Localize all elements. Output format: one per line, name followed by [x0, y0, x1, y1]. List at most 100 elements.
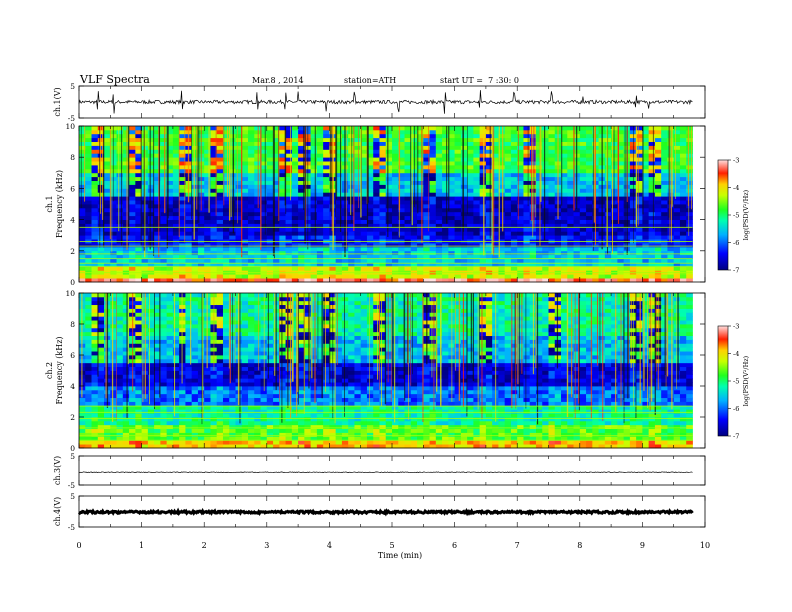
ch1-spectrogram-cell: [79, 235, 86, 240]
ch1-spectrogram-cell: [285, 254, 293, 259]
ch1-spectrogram-cell: [636, 262, 643, 267]
ch1-spectrogram-cell: [492, 149, 499, 154]
ch2-spectrogram-cell: [172, 393, 180, 399]
ch1-spectrogram-cell: [567, 196, 574, 201]
ch1-spectrogram-cell: [667, 235, 675, 240]
ch1-spectrogram-cell: [204, 278, 211, 283]
ch1-spectrogram-cell: [298, 126, 305, 131]
ch1-spectrogram-cell: [185, 254, 193, 259]
ch1-spectrogram-cell: [492, 246, 499, 252]
ch1-spectrogram-cell: [392, 227, 399, 232]
ch1-spectrogram-cell: [460, 223, 468, 228]
ch1-spectrogram-cell: [385, 126, 393, 131]
ch1-spectrogram-cell: [254, 227, 261, 232]
ch2-spectrogram-cell: [197, 444, 205, 449]
ch1-spectrogram-cell: [216, 184, 224, 189]
ch1-spectrogram-cell: [216, 168, 224, 174]
ch2-spectrogram-cell: [197, 409, 205, 414]
ch1-spectrogram-cell: [435, 246, 443, 252]
ch1-spectrogram-cell: [79, 196, 86, 201]
ch1-spectrogram-cell: [454, 133, 462, 139]
ch1-spectrogram-cell: [135, 278, 142, 283]
ch1-spectrogram-cell: [235, 211, 243, 217]
ch1-spectrogram-cell: [385, 137, 393, 142]
ch2-spectrogram-cell: [135, 444, 142, 449]
ch1-spectrogram-cell: [611, 129, 618, 135]
ch1-spectrogram-cell: [679, 204, 687, 209]
ch1-spectrogram-cell: [204, 243, 211, 248]
ch2-spectrogram-cell: [191, 436, 199, 441]
ch1-spectrogram-cell: [398, 204, 405, 209]
ch2-spectrogram-cell: [166, 304, 174, 309]
ch1-spectrogram-cell: [567, 254, 574, 259]
ch1-spectrogram-cell: [504, 278, 512, 283]
ch1-spectrogram-cell: [179, 266, 186, 271]
ch1-spectrogram-cell: [204, 165, 211, 170]
ch1-spectrogram-cell: [498, 165, 506, 170]
ch1-spectrogram-cell: [673, 172, 681, 178]
ch1-spectrogram-cell: [222, 258, 230, 263]
ch1-spectrogram-cell: [210, 266, 218, 271]
ch2-spectrogram-cell: [154, 420, 161, 426]
ch1-spectrogram-cell: [110, 278, 117, 283]
ch1-spectrogram-cell: [191, 172, 199, 178]
ch1-spectrogram-cell: [235, 250, 243, 256]
ch1-spectrogram-cell: [460, 227, 468, 232]
ch2-spectrogram-cell: [166, 320, 174, 325]
ch1-spectrogram-cell: [617, 153, 625, 158]
ch1-spectrogram-cell: [485, 278, 493, 283]
ch2-spectrogram-cell: [166, 413, 174, 418]
ch1-spectrogram-cell: [279, 254, 286, 259]
ch1-spectrogram-cell: [116, 145, 124, 150]
ch1-spectrogram-cell: [679, 126, 687, 131]
ch1-spectrogram-cell: [567, 207, 574, 213]
ch1-spectrogram-cell: [279, 207, 286, 213]
ch1-spectrogram-cell: [191, 157, 199, 162]
ch1-spectrogram-cell: [316, 200, 324, 205]
ch1-spectrogram-cell: [498, 161, 506, 166]
ch1-spectrogram-cell: [260, 254, 268, 259]
ch1-spectrogram-cell: [498, 137, 506, 142]
ch1-spectrogram-cell: [379, 274, 387, 279]
ch1-spectrogram-cell: [129, 168, 136, 174]
ch1-spectrogram-cell: [273, 133, 280, 139]
ch1-spectrogram-cell: [535, 254, 543, 259]
ch1-spectrogram-cell: [191, 129, 199, 135]
ch1-spectrogram-cell: [260, 165, 268, 170]
ch1-spectrogram-cell: [97, 200, 105, 205]
ch2-spectrogram-cell: [160, 355, 168, 360]
ch1-spectrogram-cell: [579, 235, 587, 240]
ch1-spectrogram-cell: [85, 180, 92, 185]
ch1-spectrogram-cell: [116, 184, 124, 189]
ch2-spectrogram-cell: [185, 327, 193, 333]
ch2-spectrogram-cell: [172, 312, 180, 317]
ch1-spectrogram-cell: [679, 172, 687, 178]
ch1-spectrogram-cell: [523, 227, 531, 232]
ch1-spectrogram-cell: [129, 149, 136, 154]
ch1-spectrogram-cell: [617, 278, 625, 283]
ch1-spectrogram-cell: [241, 266, 249, 271]
ch1-spectrogram-cell: [254, 204, 261, 209]
ch1-spectrogram-cell: [686, 192, 693, 197]
ch1-spectrogram-cell: [404, 161, 412, 166]
ch1-spectrogram-ytick-label: 0: [70, 278, 75, 287]
ch1-spectrogram-cell: [523, 168, 531, 174]
ch2-spectrogram-cell: [160, 351, 168, 356]
ch2-spectrogram-cell: [116, 312, 124, 317]
ch1-spectrogram-cell: [166, 176, 174, 181]
ch1-spectrogram-cell: [222, 145, 230, 150]
ch1-spectrogram-cell: [154, 157, 161, 162]
ch1-spectrogram-cell: [291, 172, 299, 178]
ch2-spectrogram-cell: [147, 401, 155, 406]
ch1-spectrogram-cell: [279, 211, 286, 217]
ch1-spectrogram-cell: [673, 168, 681, 174]
ch1-spectrogram-cell: [279, 258, 286, 263]
ch1-spectrogram-cell: [216, 172, 224, 178]
ch1-spectrogram-cell: [172, 165, 180, 170]
ch1-spectrogram-cell: [235, 231, 243, 236]
ch1-spectrogram-cell: [222, 126, 230, 131]
ch1-spectrogram-cell: [573, 258, 581, 263]
ch1-spectrogram-cell: [667, 204, 675, 209]
ch1-spectrogram-cell: [285, 176, 293, 181]
ch2-spectrogram-cell: [191, 324, 199, 329]
